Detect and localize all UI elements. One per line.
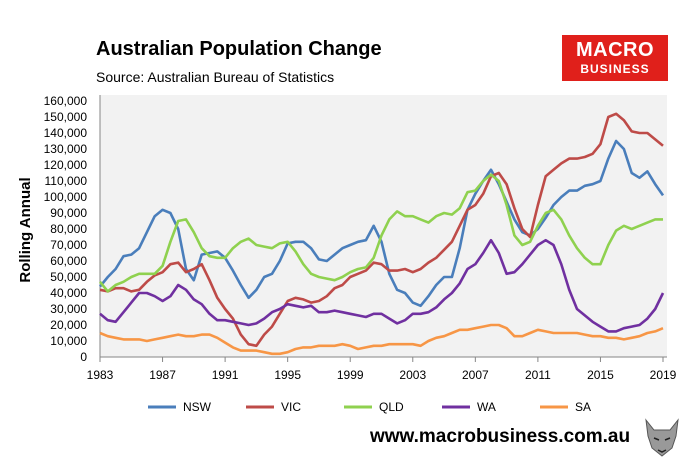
wolf-icon — [640, 414, 684, 460]
y-tick-label: 120,000 — [44, 158, 88, 172]
y-tick-label: 60,000 — [50, 254, 87, 268]
legend-label-nsw: NSW — [183, 400, 212, 414]
x-tick-label: 2019 — [650, 368, 677, 382]
y-tick-label: 30,000 — [50, 302, 87, 316]
legend-label-vic: VIC — [281, 400, 301, 414]
series-line-vic — [99, 112, 664, 348]
y-tick-label: 50,000 — [50, 270, 87, 284]
legend-label-wa: WA — [477, 400, 496, 414]
x-tick-label: 1991 — [212, 368, 239, 382]
logo-line2: BUSINESS — [580, 62, 650, 76]
y-tick-label: 150,000 — [44, 110, 88, 124]
y-tick-label: 90,000 — [50, 206, 87, 220]
y-tick-label: 130,000 — [44, 142, 88, 156]
series-line-wa — [99, 238, 665, 333]
y-tick-label: 80,000 — [50, 222, 87, 236]
x-tick-label: 1983 — [87, 368, 114, 382]
series-line-sa — [99, 323, 664, 356]
y-tick-label: 100,000 — [44, 190, 88, 204]
y-tick-label: 10,000 — [50, 334, 87, 348]
x-tick-label: 1995 — [274, 368, 301, 382]
x-tick-label: 1999 — [337, 368, 364, 382]
x-tick-label: 1987 — [149, 368, 176, 382]
x-tick-label: 2003 — [399, 368, 426, 382]
chart-title: Australian Population Change — [96, 38, 382, 60]
y-tick-label: 70,000 — [50, 238, 87, 252]
y-tick-label: 140,000 — [44, 126, 88, 140]
y-tick-label: 160,000 — [44, 94, 88, 108]
macrobusiness-logo: MACRO BUSINESS — [562, 35, 668, 81]
series-line-qld — [98, 173, 663, 293]
y-tick-label: 20,000 — [50, 318, 87, 332]
website-url: www.macrobusiness.com.au — [370, 426, 631, 447]
y-tick-label: 110,000 — [45, 174, 88, 188]
legend-label-qld: QLD — [379, 400, 404, 414]
plot-area — [100, 95, 667, 357]
x-tick-label: 2011 — [525, 368, 551, 382]
y-tick-label: 40,000 — [50, 286, 87, 300]
chart-subtitle: Source: Australian Bureau of Statistics — [96, 69, 335, 85]
x-tick-label: 2015 — [587, 368, 614, 382]
series-line-nsw — [98, 139, 665, 308]
y-tick-label: 0 — [80, 350, 87, 364]
y-axis-label: Rolling Annual — [17, 177, 34, 282]
logo-line1: MACRO — [575, 39, 655, 61]
x-tick-label: 2007 — [462, 368, 489, 382]
legend-label-sa: SA — [575, 400, 591, 414]
